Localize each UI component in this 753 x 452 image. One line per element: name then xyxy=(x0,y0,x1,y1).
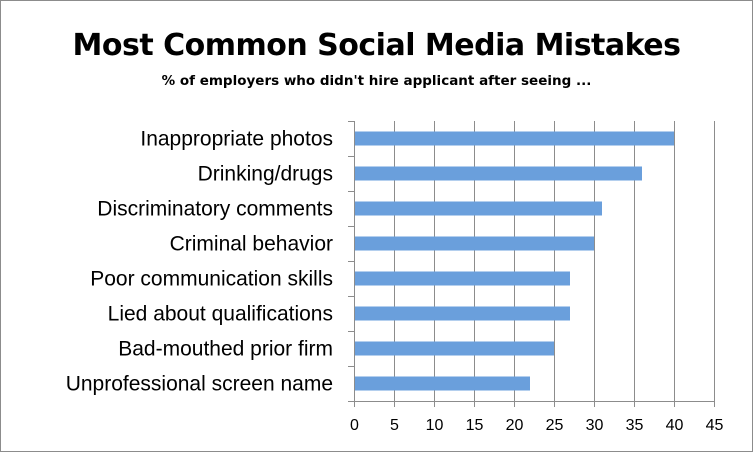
category-label: Inappropriate photos xyxy=(140,128,333,151)
category-label: Bad-mouthed prior firm xyxy=(118,338,333,361)
chart-title: Most Common Social Media Mistakes xyxy=(72,28,682,63)
category-label: Lied about qualifications xyxy=(108,303,333,326)
x-tick-label: 25 xyxy=(546,417,564,434)
x-tick-label: 20 xyxy=(506,417,524,434)
x-tick-label: 35 xyxy=(626,417,644,434)
x-tick-label: 0 xyxy=(350,417,359,434)
bar xyxy=(355,376,530,391)
category-label: Discriminatory comments xyxy=(97,198,333,221)
bar xyxy=(355,166,642,181)
category-label: Unprofessional screen name xyxy=(66,373,333,396)
bar xyxy=(355,271,570,286)
category-label: Criminal behavior xyxy=(170,233,333,256)
chart-subtitle: % of employers who didn't hire applicant… xyxy=(161,73,592,89)
category-label: Poor communication skills xyxy=(90,268,333,291)
x-tick-label: 45 xyxy=(706,417,724,434)
x-tick-label: 30 xyxy=(586,417,604,434)
category-label: Drinking/drugs xyxy=(198,163,333,186)
x-tick-label: 15 xyxy=(466,417,484,434)
x-tick-label: 40 xyxy=(666,417,684,434)
x-tick-label: 10 xyxy=(426,417,444,434)
bar xyxy=(355,131,674,146)
bar xyxy=(355,201,602,216)
bar xyxy=(355,306,570,321)
x-tick-label: 5 xyxy=(390,417,399,434)
bar xyxy=(355,236,594,251)
bar xyxy=(355,341,554,356)
